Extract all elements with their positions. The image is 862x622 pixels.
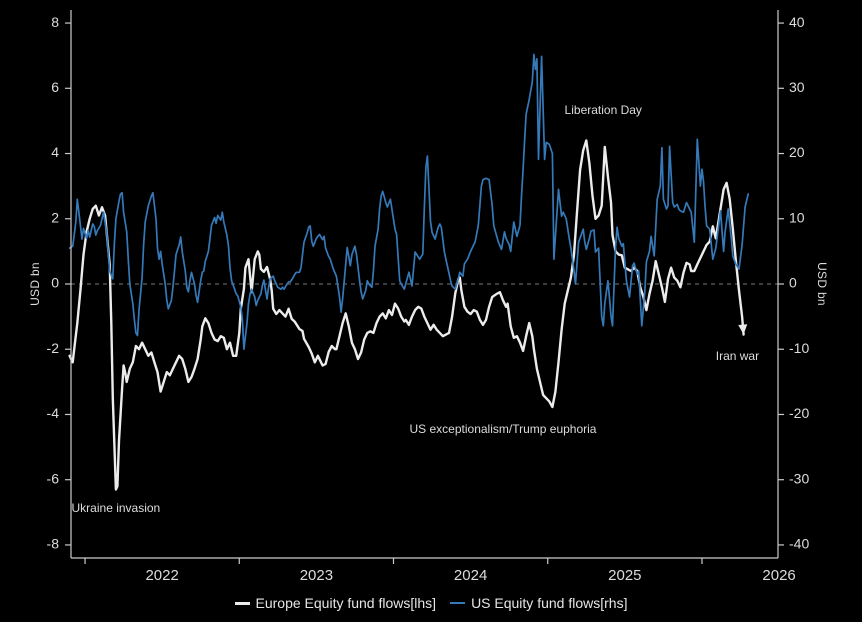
x-tick-label: 2023 bbox=[300, 567, 333, 584]
x-tick-label: 2022 bbox=[145, 567, 178, 584]
legend-label-us: US Equity fund flows[rhs] bbox=[471, 595, 628, 611]
europe-line-swatch bbox=[234, 601, 250, 605]
left-tick-label: 2 bbox=[51, 209, 59, 225]
right-tick-label: 30 bbox=[789, 79, 805, 95]
legend-label-europe: Europe Equity fund flows[lhs] bbox=[255, 595, 437, 611]
left-tick-label: 4 bbox=[51, 144, 59, 160]
annotation-ukraine-invasion: Ukraine invasion bbox=[71, 501, 161, 516]
series-line-europe bbox=[68, 139, 745, 491]
annotation-liberation-day: Liberation Day bbox=[564, 102, 642, 117]
left-axis-title: USD bn bbox=[28, 262, 42, 306]
annotation-iran-war: Iran war bbox=[715, 348, 760, 363]
right-tick-label: 40 bbox=[789, 14, 805, 30]
series-line-us bbox=[68, 53, 750, 351]
right-tick-label: 10 bbox=[789, 209, 805, 225]
x-tick-label: 2025 bbox=[608, 567, 641, 584]
right-tick-label: -30 bbox=[789, 470, 809, 486]
legend: Europe Equity fund flows[lhs] US Equity … bbox=[0, 595, 862, 611]
europe-line-end-arrowhead bbox=[738, 324, 748, 335]
left-tick-label: 6 bbox=[51, 79, 59, 95]
right-tick-label: -40 bbox=[789, 536, 809, 552]
left-tick-label: 0 bbox=[51, 275, 59, 291]
annotation-us-exceptionalism: US exceptionalism/Trump euphoria bbox=[409, 421, 597, 436]
left-tick-label: -8 bbox=[47, 536, 60, 552]
left-tick-label: -4 bbox=[47, 405, 60, 421]
left-tick-label: 8 bbox=[51, 14, 59, 30]
right-tick-label: -10 bbox=[789, 340, 809, 356]
right-tick-label: -20 bbox=[789, 405, 809, 421]
x-tick-label: 2024 bbox=[454, 567, 487, 584]
right-tick-label: 0 bbox=[789, 275, 797, 291]
right-tick-label: 20 bbox=[789, 144, 805, 160]
right-axis-title: USD bn bbox=[815, 262, 829, 306]
us-line-swatch bbox=[450, 602, 466, 604]
x-tick-label: 2026 bbox=[762, 567, 795, 584]
left-tick-label: -6 bbox=[47, 470, 60, 486]
left-tick-label: -2 bbox=[47, 340, 60, 356]
